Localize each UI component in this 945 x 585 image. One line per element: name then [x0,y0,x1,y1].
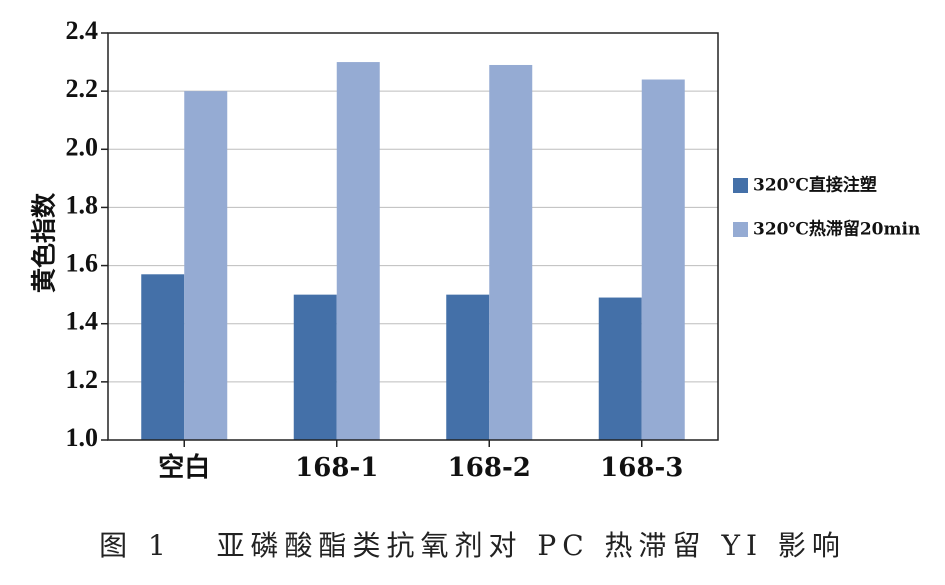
bar-direct-3 [598,297,642,440]
legend: 320℃直接注塑 320℃热滞留20min [733,175,920,240]
y-tick-label: 1.6 [66,249,99,278]
x-category-label: 168-3 [600,453,683,483]
y-tick-label: 1.4 [66,307,99,336]
y-tick-label: 2.2 [66,74,99,103]
bar-retention-2 [489,64,533,440]
x-category-label: 168-2 [448,453,531,483]
bar-retention-1 [336,62,380,440]
x-category-label: 168-1 [295,453,378,483]
y-tick-label: 2.4 [66,16,99,45]
legend-label: 320℃直接注塑 [753,175,877,196]
x-category-label: 空白 [158,452,210,483]
bar-direct-0 [141,274,185,440]
bar-chart: 1.0 1.2 1.4 1.6 1.8 2.0 2.2 2.4 空白 168-1 168-2 168… [30,16,921,483]
bar-retention-3 [641,79,685,440]
y-tick-label: 2.0 [66,132,99,161]
figure-caption: 图 1 亚磷酸酯类抗氧剂对 PC 热滞留 YI 影响 [99,529,846,562]
bar-retention-0 [184,91,228,441]
bar-direct-2 [446,294,490,440]
y-tick-label: 1.8 [66,190,99,219]
legend-label: 320℃热滞留20min [753,219,920,240]
y-tick-label: 1.0 [66,423,99,452]
bars [141,62,685,441]
y-tick-label: 1.2 [66,365,99,394]
x-axis: 空白 168-1 168-2 168-3 [158,440,683,483]
legend-swatch [733,178,748,193]
legend-swatch [733,222,748,237]
plot-area-frame [107,32,719,441]
y-axis-label: 黄色指数 [30,192,59,293]
y-axis: 1.0 1.2 1.4 1.6 1.8 2.0 2.2 2.4 [66,16,108,452]
bar-direct-1 [293,294,337,440]
